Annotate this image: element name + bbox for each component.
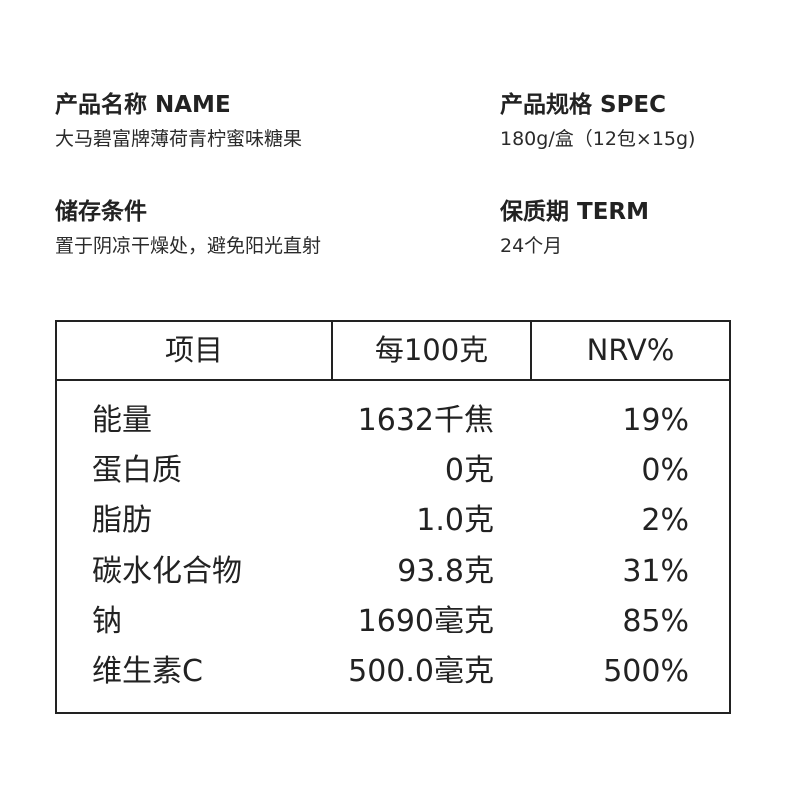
shelf-life-section: 保质期 TERM 24个月 xyxy=(500,197,649,259)
shelf-life-value: 24个月 xyxy=(500,235,563,257)
row-item: 脂肪 xyxy=(92,503,152,538)
product-name-label: 产品名称 NAME xyxy=(55,92,231,118)
product-spec-value: 180g/盒（12包×15g) xyxy=(500,128,696,150)
row-nrv: 2% xyxy=(641,503,689,538)
table-row: 钠 1690毫克 85% xyxy=(57,597,729,647)
row-item: 蛋白质 xyxy=(92,453,182,488)
shelf-life-label: 保质期 TERM xyxy=(500,199,650,225)
row-item: 碳水化合物 xyxy=(92,554,242,589)
row-item: 钠 xyxy=(92,604,122,639)
row-per-100g: 1.0克 xyxy=(416,503,494,538)
table-row: 碳水化合物 93.8克 31% xyxy=(57,547,729,597)
header-per-100g: 每100克 xyxy=(333,322,532,379)
table-row: 能量 1632千焦 19% xyxy=(57,396,729,446)
row-item: 维生素C xyxy=(92,654,203,689)
row-nrv: 500% xyxy=(603,654,689,689)
row-nrv: 0% xyxy=(641,453,689,488)
row-nrv: 31% xyxy=(622,554,689,589)
row-per-100g: 1632千焦 xyxy=(357,403,494,438)
product-name-section: 产品名称 NAME 大马碧富牌薄荷青柠蜜味糖果 xyxy=(55,90,302,152)
storage-value: 置于阴凉干燥处，避免阳光直射 xyxy=(55,235,322,257)
table-row: 脂肪 1.0克 2% xyxy=(57,496,729,546)
header-nrv: NRV% xyxy=(586,333,675,367)
storage-label: 储存条件 xyxy=(55,199,147,225)
nutrition-table: 项目 每100克 NRV% 能量 1632千焦 19% 蛋白质 0克 0% 脂肪… xyxy=(55,320,731,714)
product-spec-section: 产品规格 SPEC 180g/盒（12包×15g) xyxy=(500,90,695,152)
table-row: 维生素C 500.0毫克 500% xyxy=(57,647,729,697)
row-item: 能量 xyxy=(92,403,152,438)
header-item: 项目 xyxy=(57,322,333,379)
table-row: 蛋白质 0克 0% xyxy=(57,446,729,496)
storage-section: 储存条件 置于阴凉干燥处，避免阳光直射 xyxy=(55,197,321,259)
row-per-100g: 500.0毫克 xyxy=(348,654,494,689)
product-name-value: 大马碧富牌薄荷青柠蜜味糖果 xyxy=(55,128,303,150)
product-spec-label: 产品规格 SPEC xyxy=(500,92,667,118)
row-per-100g: 1690毫克 xyxy=(357,604,494,639)
row-per-100g: 0克 xyxy=(444,453,494,488)
row-per-100g: 93.8克 xyxy=(397,554,494,589)
row-nrv: 85% xyxy=(622,604,689,639)
nutrition-table-header: 项目 每100克 NRV% xyxy=(57,322,729,381)
row-nrv: 19% xyxy=(622,403,689,438)
